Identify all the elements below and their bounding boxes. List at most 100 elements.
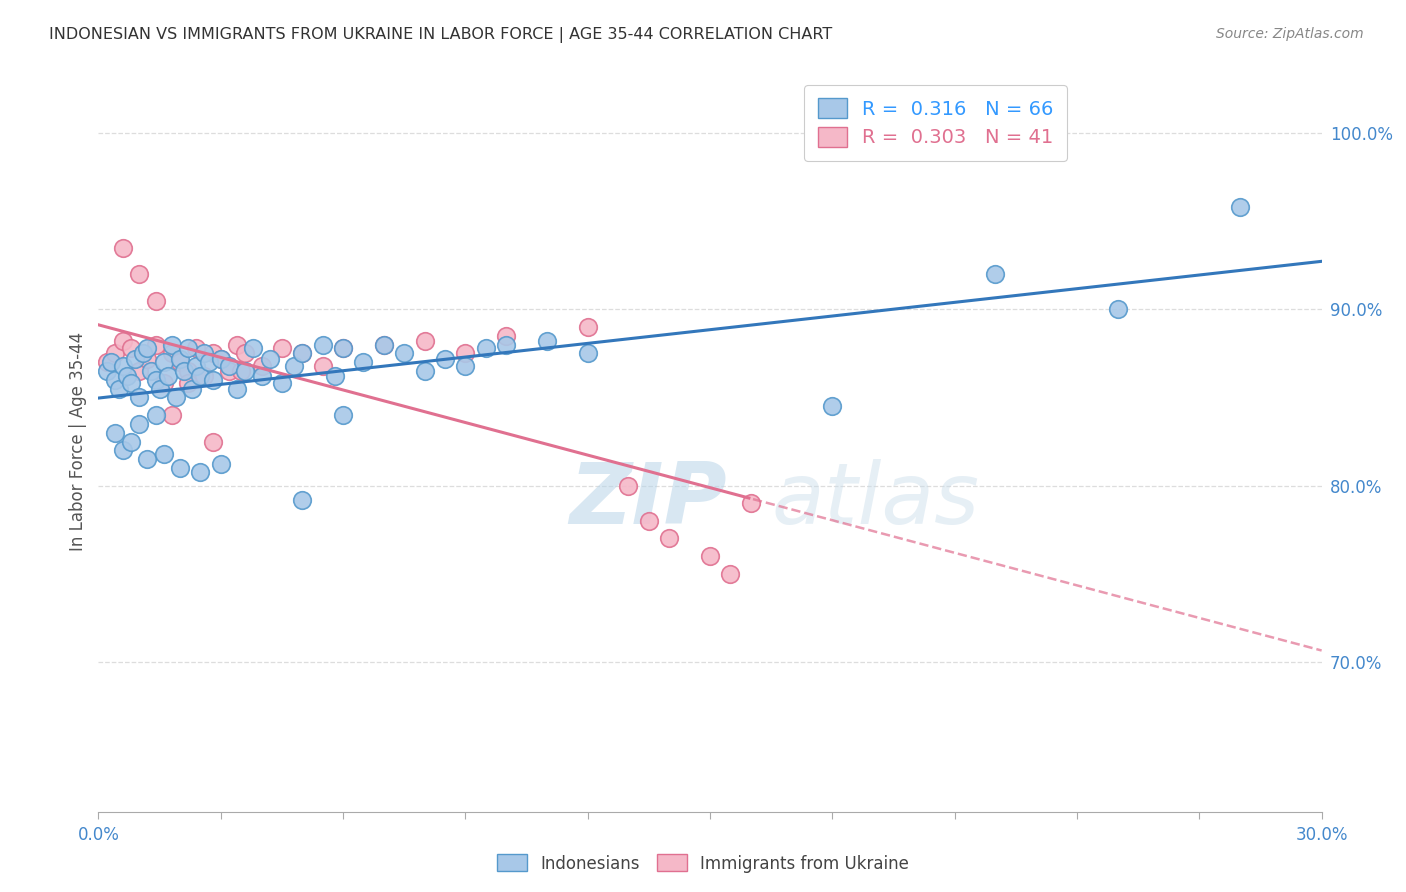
Point	[434, 351, 457, 366]
Point	[352, 355, 374, 369]
Point	[197, 355, 219, 369]
Point	[115, 369, 138, 384]
Point	[373, 337, 395, 351]
Point	[332, 341, 354, 355]
Point	[193, 346, 215, 360]
Point	[718, 566, 742, 581]
Point	[226, 337, 249, 351]
Point	[156, 369, 179, 384]
Point	[152, 355, 174, 369]
Point	[226, 382, 249, 396]
Point	[145, 293, 167, 308]
Point	[231, 364, 253, 378]
Point	[1107, 302, 1129, 317]
Point	[188, 369, 212, 384]
Point	[291, 346, 314, 360]
Point	[120, 434, 142, 449]
Legend: R =  0.316   N = 66, R =  0.303   N = 41: R = 0.316 N = 66, R = 0.303 N = 41	[804, 85, 1067, 161]
Point	[332, 408, 354, 422]
Point	[259, 351, 281, 366]
Point	[169, 461, 191, 475]
Text: INDONESIAN VS IMMIGRANTS FROM UKRAINE IN LABOR FORCE | AGE 35-44 CORRELATION CHA: INDONESIAN VS IMMIGRANTS FROM UKRAINE IN…	[49, 27, 832, 43]
Point	[291, 492, 314, 507]
Point	[454, 359, 477, 373]
Point	[270, 341, 294, 355]
Point	[96, 364, 118, 378]
Text: ZIP: ZIP	[569, 459, 727, 542]
Point	[160, 337, 183, 351]
Point	[132, 346, 155, 360]
Point	[160, 346, 183, 360]
Point	[165, 391, 187, 405]
Point	[169, 351, 191, 366]
Point	[136, 341, 159, 355]
Legend: Indonesians, Immigrants from Ukraine: Indonesians, Immigrants from Ukraine	[491, 847, 915, 880]
Point	[177, 364, 200, 378]
Point	[270, 376, 294, 391]
Point	[201, 346, 224, 360]
Point	[699, 549, 721, 563]
Point	[617, 478, 640, 492]
Point	[128, 391, 150, 405]
Point	[242, 341, 264, 355]
Point	[160, 408, 183, 422]
Point	[120, 376, 142, 391]
Point	[128, 267, 150, 281]
Point	[136, 351, 159, 366]
Point	[173, 364, 195, 378]
Point	[495, 337, 517, 351]
Point	[250, 359, 273, 373]
Point	[111, 241, 134, 255]
Point	[536, 334, 558, 348]
Point	[233, 346, 256, 360]
Point	[152, 376, 174, 391]
Point	[740, 496, 762, 510]
Point	[474, 341, 498, 355]
Point	[250, 369, 273, 384]
Point	[658, 532, 681, 546]
Point	[1229, 200, 1251, 214]
Point	[201, 373, 224, 387]
Point	[373, 337, 395, 351]
Point	[392, 346, 416, 360]
Point	[104, 373, 127, 387]
Point	[128, 364, 150, 378]
Text: atlas: atlas	[772, 459, 979, 542]
Point	[312, 359, 335, 373]
Point	[111, 334, 134, 348]
Point	[323, 369, 346, 384]
Point	[145, 337, 167, 351]
Point	[637, 514, 661, 528]
Point	[108, 382, 131, 396]
Point	[169, 355, 191, 369]
Point	[128, 417, 150, 431]
Y-axis label: In Labor Force | Age 35-44: In Labor Force | Age 35-44	[69, 332, 87, 551]
Point	[576, 320, 599, 334]
Point	[233, 364, 256, 378]
Text: Source: ZipAtlas.com: Source: ZipAtlas.com	[1216, 27, 1364, 41]
Point	[454, 346, 477, 360]
Point	[332, 341, 354, 355]
Point	[209, 351, 232, 366]
Point	[291, 346, 314, 360]
Point	[209, 351, 232, 366]
Point	[111, 359, 134, 373]
Point	[104, 346, 127, 360]
Point	[124, 351, 146, 366]
Point	[136, 452, 159, 467]
Point	[111, 443, 134, 458]
Point	[96, 355, 118, 369]
Point	[413, 364, 436, 378]
Point	[149, 382, 172, 396]
Point	[186, 359, 208, 373]
Point	[100, 355, 122, 369]
Point	[181, 382, 204, 396]
Point	[218, 364, 240, 378]
Point	[145, 408, 167, 422]
Point	[576, 346, 599, 360]
Point	[283, 359, 305, 373]
Point	[209, 458, 232, 472]
Point	[177, 376, 200, 391]
Point	[821, 399, 844, 413]
Point	[984, 267, 1007, 281]
